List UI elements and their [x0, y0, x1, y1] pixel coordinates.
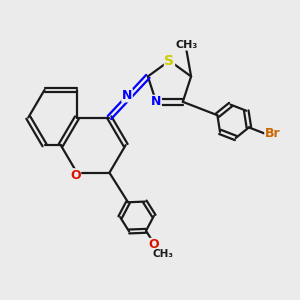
- Text: O: O: [70, 169, 81, 182]
- Text: CH₃: CH₃: [175, 40, 197, 50]
- Text: CH₃: CH₃: [152, 249, 173, 259]
- Text: N: N: [151, 95, 161, 108]
- Text: S: S: [164, 54, 175, 68]
- Text: Br: Br: [265, 128, 280, 140]
- Text: O: O: [148, 238, 159, 251]
- Text: N: N: [122, 89, 132, 102]
